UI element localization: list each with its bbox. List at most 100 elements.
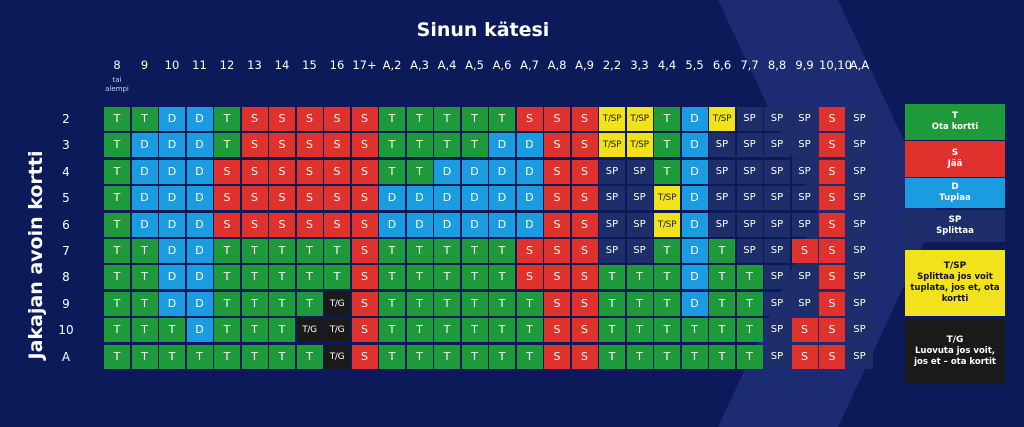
strategy-cell: T/SP	[709, 107, 735, 131]
row-header: 3	[62, 138, 70, 153]
legend-item: SP Splittaa	[905, 210, 1005, 242]
strategy-cell: S	[241, 107, 268, 131]
strategy-cell: D	[681, 265, 708, 290]
column-header: A,A	[849, 58, 870, 72]
strategy-cell: SP	[599, 159, 625, 184]
strategy-cell: S	[296, 107, 323, 131]
legend-item: D Tuplaa	[905, 178, 1005, 208]
strategy-cell: SP	[709, 133, 735, 158]
strategy-cell: T	[461, 318, 488, 343]
strategy-cell: T	[489, 344, 515, 369]
strategy-cell: S	[241, 212, 268, 237]
strategy-cell: D	[489, 133, 515, 158]
column-header: A,6	[492, 58, 512, 72]
column-header: 5,5	[685, 58, 704, 72]
strategy-cell: T	[461, 133, 488, 158]
strategy-cell: S	[571, 159, 598, 184]
strategy-cell: S	[214, 186, 240, 211]
strategy-cell: T	[296, 291, 323, 316]
strategy-cell: SP	[736, 107, 763, 131]
strategy-cell: D	[406, 212, 433, 237]
legend-key: D	[951, 182, 959, 192]
strategy-cell: D	[461, 159, 488, 184]
strategy-cell: S	[324, 212, 350, 237]
strategy-cell: T	[104, 186, 130, 211]
strategy-cell: D	[159, 107, 185, 131]
strategy-cell: SP	[626, 186, 653, 211]
legend-text: Luovuta jos voit, jos et – ota kortit	[914, 345, 996, 367]
strategy-cell: T	[379, 344, 405, 369]
legend-key: T/SP	[943, 261, 967, 271]
strategy-cell: D	[489, 212, 515, 237]
strategy-cell: S	[351, 318, 378, 343]
strategy-cell: S	[544, 318, 570, 343]
row-header: 5	[62, 191, 70, 206]
strategy-cell: D	[186, 212, 213, 237]
strategy-cell: SP	[791, 265, 818, 290]
strategy-cell: T	[379, 133, 405, 158]
strategy-cell: T	[214, 265, 240, 290]
strategy-cell: D	[681, 159, 708, 184]
strategy-cell: S	[819, 344, 845, 369]
strategy-cell: D	[681, 186, 708, 211]
column-header: A,3	[410, 58, 429, 72]
column-header: 7,7	[740, 58, 759, 72]
strategy-cell: T	[296, 265, 323, 290]
strategy-cell: S	[819, 133, 845, 158]
strategy-cell: T	[434, 107, 460, 131]
row-header: 2	[62, 112, 70, 126]
column-header: 17+	[352, 58, 377, 72]
column-header: 4,4	[657, 58, 677, 72]
strategy-cell: T/G	[324, 344, 350, 369]
strategy-cell: S	[351, 291, 378, 316]
strategy-cell: D	[131, 186, 158, 211]
strategy-cell: T/SP	[654, 212, 680, 237]
strategy-cell: D	[681, 107, 708, 131]
strategy-cell: S	[214, 212, 240, 237]
strategy-cell: S	[544, 344, 570, 369]
column-header: 2,2	[602, 58, 622, 72]
row-header: 8	[62, 270, 70, 285]
strategy-cell: D	[159, 265, 185, 290]
legend-item: T/G Luovuta jos voit, jos et – ota kortit	[905, 319, 1005, 383]
strategy-cell: S	[819, 291, 845, 316]
strategy-cell: D	[406, 186, 433, 211]
strategy-cell: D	[516, 159, 543, 184]
column-header: 10	[164, 58, 180, 72]
strategy-cell: S	[571, 344, 598, 369]
strategy-cell: T	[709, 291, 735, 316]
strategy-cell: SP	[599, 239, 625, 263]
strategy-cell: D	[681, 133, 708, 158]
strategy-cell: S	[351, 107, 378, 131]
strategy-cell: S	[544, 291, 570, 316]
strategy-cell: T/SP	[599, 107, 625, 131]
strategy-cell: S	[819, 239, 845, 263]
strategy-cell: S	[516, 239, 543, 263]
strategy-cell: SP	[764, 265, 790, 290]
strategy-cell: S	[571, 212, 598, 237]
legend-text: Splittaa jos voit tuplata, jos et, ota k…	[910, 272, 1000, 304]
legend-item: T Ota kortti	[905, 104, 1005, 140]
strategy-cell: T	[324, 265, 350, 290]
strategy-cell: T	[434, 265, 460, 290]
strategy-cell: T	[131, 107, 158, 131]
strategy-cell: T	[104, 265, 130, 290]
column-header: A,2	[382, 58, 402, 72]
strategy-cell: T/G	[324, 291, 350, 316]
strategy-cell: S	[269, 107, 295, 131]
strategy-cell: SP	[846, 186, 873, 211]
strategy-cell: T	[406, 318, 433, 343]
strategy-cell: S	[819, 318, 845, 343]
strategy-cell: S	[544, 265, 570, 290]
strategy-cell: S	[269, 186, 295, 211]
y-axis-label: Jakajan avoin kortti	[25, 150, 47, 360]
strategy-cell: T	[104, 291, 130, 316]
strategy-cell: T	[489, 291, 515, 316]
strategy-cell: D	[131, 133, 158, 158]
strategy-cell: SP	[764, 212, 790, 237]
strategy-cell: S	[819, 265, 845, 290]
strategy-cell: T/G	[324, 318, 350, 343]
strategy-cell: S	[324, 107, 350, 131]
strategy-cell: T	[434, 344, 460, 369]
strategy-cell: T/G	[296, 318, 323, 343]
